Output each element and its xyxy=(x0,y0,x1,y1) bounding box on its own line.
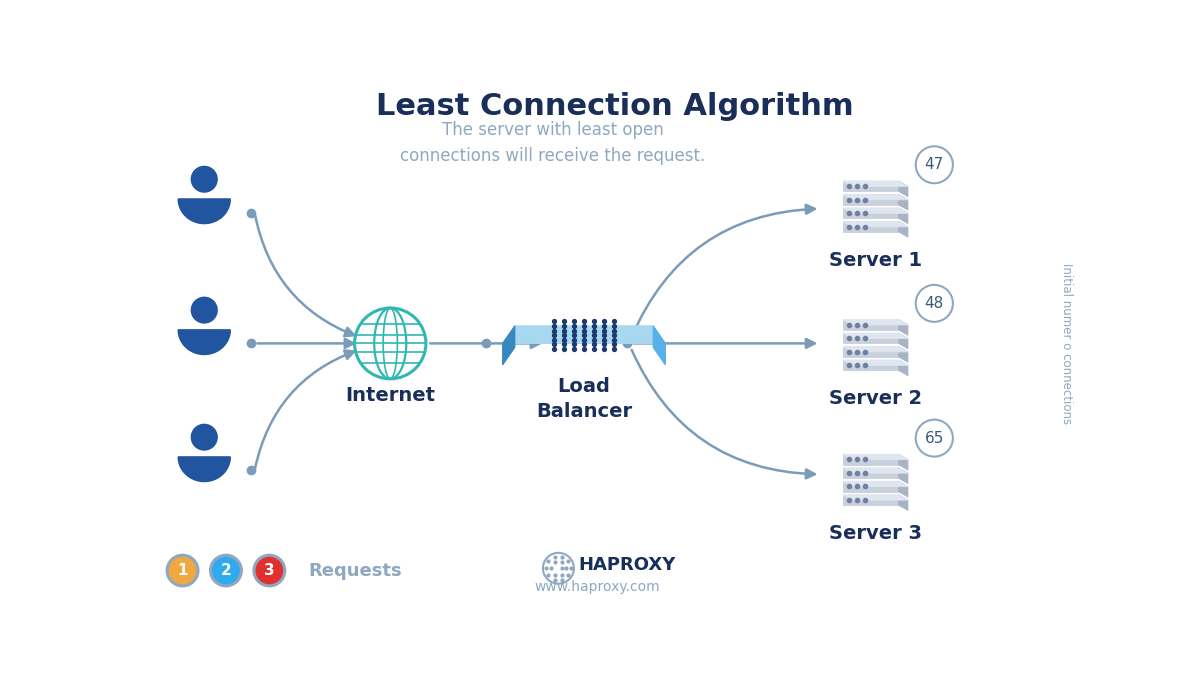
Text: Internet: Internet xyxy=(346,386,436,405)
FancyArrowPatch shape xyxy=(631,205,815,337)
Text: 3: 3 xyxy=(264,563,275,578)
Circle shape xyxy=(253,554,286,587)
Polygon shape xyxy=(842,495,908,500)
Polygon shape xyxy=(842,320,908,325)
Polygon shape xyxy=(899,360,908,376)
Polygon shape xyxy=(842,194,899,205)
Polygon shape xyxy=(842,222,899,232)
Polygon shape xyxy=(899,481,908,497)
Circle shape xyxy=(191,424,217,450)
Circle shape xyxy=(169,558,196,583)
Polygon shape xyxy=(899,333,908,349)
Text: 1: 1 xyxy=(178,563,188,578)
Polygon shape xyxy=(899,222,908,237)
Text: 2: 2 xyxy=(221,563,232,578)
Polygon shape xyxy=(842,481,908,487)
Polygon shape xyxy=(899,495,908,511)
Polygon shape xyxy=(842,320,899,330)
Polygon shape xyxy=(503,326,665,343)
Circle shape xyxy=(191,297,217,323)
FancyArrowPatch shape xyxy=(634,339,815,348)
Polygon shape xyxy=(899,468,908,483)
Polygon shape xyxy=(842,468,908,473)
Polygon shape xyxy=(842,181,899,191)
Polygon shape xyxy=(503,326,515,365)
Polygon shape xyxy=(179,330,230,354)
Polygon shape xyxy=(842,454,899,464)
Text: 47: 47 xyxy=(925,157,944,172)
Polygon shape xyxy=(899,347,908,362)
Text: Least Connection Algorithm: Least Connection Algorithm xyxy=(376,92,854,121)
Text: www.haproxy.com: www.haproxy.com xyxy=(534,580,660,594)
FancyArrowPatch shape xyxy=(257,339,354,348)
Polygon shape xyxy=(899,194,908,210)
Polygon shape xyxy=(179,199,230,224)
Circle shape xyxy=(916,420,953,456)
Circle shape xyxy=(916,285,953,322)
Text: Server 1: Server 1 xyxy=(829,251,922,270)
Polygon shape xyxy=(842,347,908,352)
Text: 48: 48 xyxy=(925,296,944,311)
Polygon shape xyxy=(842,333,908,339)
Polygon shape xyxy=(842,208,908,214)
FancyArrowPatch shape xyxy=(256,350,354,468)
Polygon shape xyxy=(842,181,908,186)
Polygon shape xyxy=(179,457,230,481)
Text: Load
Balancer: Load Balancer xyxy=(536,377,632,421)
Polygon shape xyxy=(842,222,908,226)
Circle shape xyxy=(212,558,239,583)
Polygon shape xyxy=(842,481,899,492)
Polygon shape xyxy=(899,181,908,197)
FancyArrowPatch shape xyxy=(631,350,815,478)
Text: The server with least open
connections will receive the request.: The server with least open connections w… xyxy=(401,121,706,165)
Polygon shape xyxy=(899,320,908,335)
Circle shape xyxy=(191,167,217,192)
FancyArrowPatch shape xyxy=(256,216,354,336)
Polygon shape xyxy=(653,326,665,365)
Polygon shape xyxy=(842,333,899,343)
Polygon shape xyxy=(842,347,899,357)
Circle shape xyxy=(167,554,199,587)
Polygon shape xyxy=(842,208,899,218)
Text: Requests: Requests xyxy=(308,562,402,579)
Circle shape xyxy=(210,554,242,587)
Circle shape xyxy=(916,146,953,183)
FancyArrowPatch shape xyxy=(431,339,540,348)
Text: 65: 65 xyxy=(925,430,944,445)
Polygon shape xyxy=(842,360,899,371)
Polygon shape xyxy=(842,454,908,460)
Circle shape xyxy=(355,308,426,379)
Polygon shape xyxy=(899,454,908,470)
Polygon shape xyxy=(842,194,908,200)
Circle shape xyxy=(256,558,282,583)
Text: Server 3: Server 3 xyxy=(829,524,922,543)
Text: Initial numer o connections: Initial numer o connections xyxy=(1060,263,1073,424)
Text: HAPROXY: HAPROXY xyxy=(578,556,676,574)
Polygon shape xyxy=(842,468,899,478)
Polygon shape xyxy=(842,495,899,505)
Polygon shape xyxy=(842,360,908,365)
Text: Server 2: Server 2 xyxy=(829,390,922,408)
Polygon shape xyxy=(899,208,908,224)
